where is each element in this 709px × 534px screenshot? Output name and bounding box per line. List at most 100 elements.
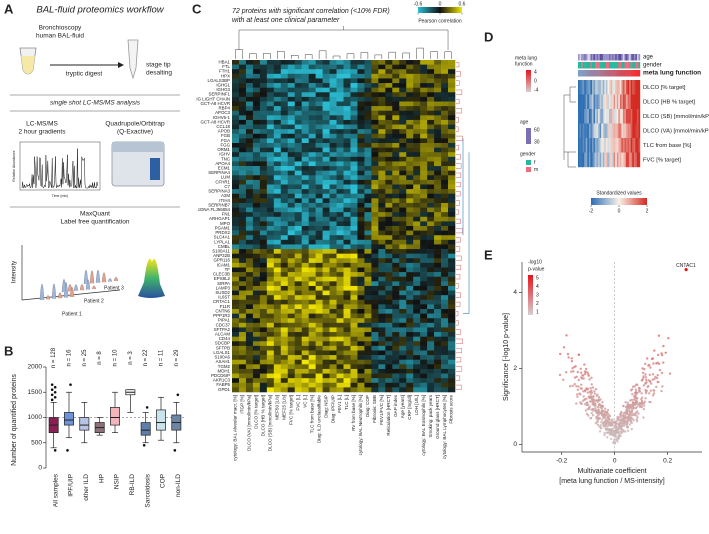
heatmap-cell <box>232 336 240 342</box>
heatmap-cell <box>392 235 400 241</box>
heatmap-cell <box>308 368 316 374</box>
heatmap-cell <box>301 147 309 153</box>
heatmap-cell <box>378 166 386 171</box>
heatmap-cell <box>336 96 344 102</box>
heatmap-cell <box>420 221 428 227</box>
heatmap-cell <box>350 313 358 319</box>
heatmap-cell <box>364 129 372 135</box>
row-label: CCL18 <box>216 124 230 129</box>
heatmap-cell <box>343 350 351 356</box>
heatmap-cell <box>232 110 240 116</box>
background-point <box>649 366 652 369</box>
background-point <box>613 440 616 443</box>
heatmap-cell <box>273 295 282 301</box>
heatmap-cell <box>406 387 414 393</box>
heatmap-cell <box>308 373 316 379</box>
heatmap-cell <box>434 133 442 139</box>
heatmap-cell <box>343 318 351 324</box>
row-label: CDC37 <box>216 322 231 327</box>
heatmap-cell <box>280 299 289 305</box>
heatmap-cell <box>413 378 421 384</box>
background-point <box>600 426 603 430</box>
heatmap-cell <box>315 258 323 264</box>
heatmap-cell <box>232 96 240 102</box>
heatmap-cell <box>238 373 247 379</box>
heatmap-cell <box>434 101 442 107</box>
heatmap-cell <box>357 262 365 268</box>
annotation-cell <box>602 62 605 69</box>
heatmap-cell <box>392 119 400 125</box>
annotation-cell <box>616 54 619 61</box>
heatmap-cell <box>294 73 302 79</box>
background-point <box>642 377 645 380</box>
heatmap-cell <box>441 309 449 314</box>
heatmap-cell <box>329 78 337 84</box>
heatmap-cell <box>371 119 379 125</box>
heatmap-cell <box>329 368 337 374</box>
heatmap-cell <box>420 313 428 319</box>
heatmap-cell <box>448 119 456 125</box>
background-point <box>622 412 625 415</box>
heatmap-cell <box>245 92 254 98</box>
heatmap-cell <box>448 378 456 384</box>
heatmap-cell <box>385 267 393 273</box>
heatmap-cell <box>287 230 296 236</box>
heatmap-cell <box>301 373 309 379</box>
heatmap-cell <box>413 64 421 70</box>
dendrogram <box>456 62 463 390</box>
heatmap-cell <box>378 207 386 213</box>
heatmap-cell <box>406 129 414 135</box>
heatmap-cell <box>371 202 379 208</box>
legend-title: gender <box>520 151 536 157</box>
heatmap-cell <box>273 249 282 254</box>
heatmap-cell <box>420 373 428 379</box>
heatmap-cell <box>399 249 407 254</box>
heatmap-cell <box>364 272 372 278</box>
heatmap-cell <box>238 193 247 199</box>
heatmap-cell <box>392 332 400 337</box>
heatmap-cell <box>280 378 289 384</box>
peak <box>101 272 107 283</box>
heatmap-cell <box>301 226 309 231</box>
heatmap-cell <box>259 285 268 291</box>
heatmap-cell <box>364 221 372 227</box>
heatmap-cell <box>399 110 407 116</box>
heatmap-cell <box>392 179 400 185</box>
heatmap-cell <box>441 207 449 213</box>
heatmap-cell <box>266 147 275 153</box>
heatmap-cell <box>336 249 344 254</box>
heatmap-cell <box>238 101 247 107</box>
heatmap-cell <box>287 129 296 135</box>
heatmap-cell <box>329 318 337 324</box>
heatmap-cell <box>336 110 344 116</box>
annotation-cell <box>590 62 593 69</box>
heatmap-cell <box>434 230 442 236</box>
annotation-cell <box>632 54 634 61</box>
heatmap-cell <box>294 235 302 241</box>
heatmap-cell <box>252 138 261 144</box>
row-label: LAMP3 <box>216 285 231 290</box>
peak <box>57 292 63 299</box>
heatmap-cell <box>441 124 449 130</box>
heatmap-cell <box>266 235 275 241</box>
heatmap-cell <box>336 78 344 84</box>
heatmap-cell <box>635 152 638 168</box>
row-label: CNTN6 <box>215 308 230 313</box>
heatmap-cell <box>280 143 289 148</box>
background-point <box>651 357 655 360</box>
peak <box>45 295 51 300</box>
heatmap-cell <box>301 101 309 107</box>
heatmap-cell <box>315 355 323 361</box>
heatmap-cell <box>357 267 365 273</box>
heatmap-cell <box>357 244 365 250</box>
heatmap-cell <box>434 138 442 144</box>
background-point <box>604 407 607 410</box>
heatmap-cell <box>315 175 323 181</box>
heatmap-cell <box>343 198 351 204</box>
heatmap-cell <box>364 115 372 121</box>
heatmap-cell <box>266 387 275 393</box>
heatmap-cell <box>329 166 337 171</box>
heatmap-cell <box>427 124 435 130</box>
background-point <box>613 420 617 424</box>
heatmap-cell <box>357 258 365 264</box>
